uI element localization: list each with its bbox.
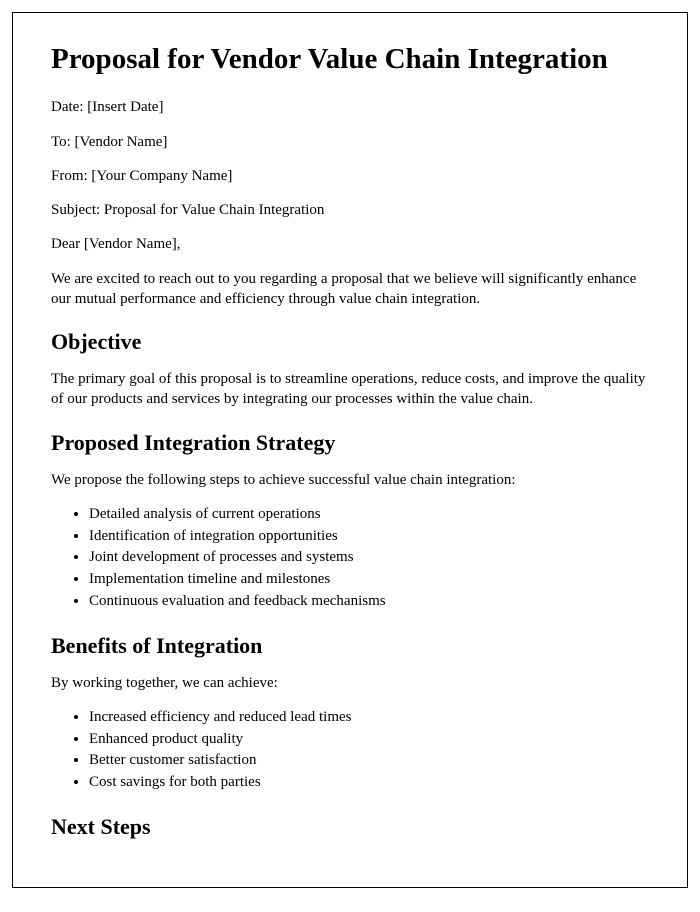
meta-from: From: [Your Company Name] <box>51 166 649 186</box>
list-item: Joint development of processes and syste… <box>89 547 649 569</box>
list-item: Identification of integration opportunit… <box>89 526 649 548</box>
strategy-list: Detailed analysis of current operations … <box>89 504 649 613</box>
list-item: Continuous evaluation and feedback mecha… <box>89 591 649 613</box>
document-page: Proposal for Vendor Value Chain Integrat… <box>12 12 688 888</box>
list-item: Cost savings for both parties <box>89 772 649 794</box>
benefits-lead: By working together, we can achieve: <box>51 673 649 693</box>
strategy-heading: Proposed Integration Strategy <box>51 430 649 456</box>
nextsteps-heading: Next Steps <box>51 814 649 840</box>
benefits-list: Increased efficiency and reduced lead ti… <box>89 707 649 794</box>
benefits-heading: Benefits of Integration <box>51 633 649 659</box>
list-item: Enhanced product quality <box>89 729 649 751</box>
list-item: Better customer satisfaction <box>89 750 649 772</box>
objective-body: The primary goal of this proposal is to … <box>51 369 649 410</box>
meta-subject: Subject: Proposal for Value Chain Integr… <box>51 200 649 220</box>
salutation: Dear [Vendor Name], <box>51 234 649 254</box>
list-item: Increased efficiency and reduced lead ti… <box>89 707 649 729</box>
intro-paragraph: We are excited to reach out to you regar… <box>51 269 649 310</box>
meta-date: Date: [Insert Date] <box>51 97 649 117</box>
objective-heading: Objective <box>51 329 649 355</box>
list-item: Detailed analysis of current operations <box>89 504 649 526</box>
document-title: Proposal for Vendor Value Chain Integrat… <box>51 41 649 77</box>
list-item: Implementation timeline and milestones <box>89 569 649 591</box>
meta-to: To: [Vendor Name] <box>51 132 649 152</box>
strategy-lead: We propose the following steps to achiev… <box>51 470 649 490</box>
